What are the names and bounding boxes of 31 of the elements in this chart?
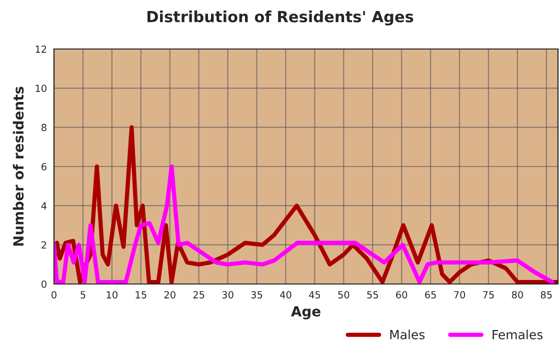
x-tick-label: 65 bbox=[425, 291, 436, 298]
x-tick-label: 40 bbox=[280, 291, 292, 298]
y-tick-label: 10 bbox=[36, 84, 46, 92]
x-tick-label: 45 bbox=[308, 291, 320, 298]
y-tick-label: 0 bbox=[42, 280, 46, 288]
x-tick-label: 60 bbox=[396, 291, 408, 298]
y-axis-title: Number of residents bbox=[12, 86, 24, 246]
x-tick-label: 75 bbox=[483, 291, 494, 298]
y-tick-label: 6 bbox=[42, 162, 46, 170]
legend-label: Females bbox=[492, 330, 543, 340]
y-tick-label: 4 bbox=[41, 202, 47, 210]
x-tick-label: 70 bbox=[454, 291, 466, 298]
x-tick-label: 30 bbox=[222, 291, 234, 298]
x-tick-label: 10 bbox=[106, 291, 118, 298]
x-tick-label: 20 bbox=[164, 291, 176, 298]
x-tick-label: 85 bbox=[540, 291, 552, 298]
y-tick-label: 8 bbox=[42, 124, 46, 132]
legend-label: Males bbox=[390, 330, 425, 340]
line-series bbox=[54, 164, 554, 284]
y-tick-label: 12 bbox=[36, 45, 46, 53]
y-tick-label: 2 bbox=[42, 241, 46, 249]
x-tick-label: 50 bbox=[338, 291, 350, 298]
x-tick-label: 35 bbox=[251, 291, 262, 298]
x-tick-label: 15 bbox=[136, 291, 146, 298]
chart-title: Distribution of Residents' Ages bbox=[147, 10, 414, 26]
x-tick-label: 0 bbox=[52, 291, 56, 298]
x-tick-label: 25 bbox=[193, 291, 204, 298]
x-tick-label: 80 bbox=[512, 291, 523, 298]
x-tick-label: 55 bbox=[367, 291, 378, 298]
x-tick-label: 5 bbox=[80, 291, 86, 298]
x-axis-title: Age bbox=[291, 306, 320, 320]
